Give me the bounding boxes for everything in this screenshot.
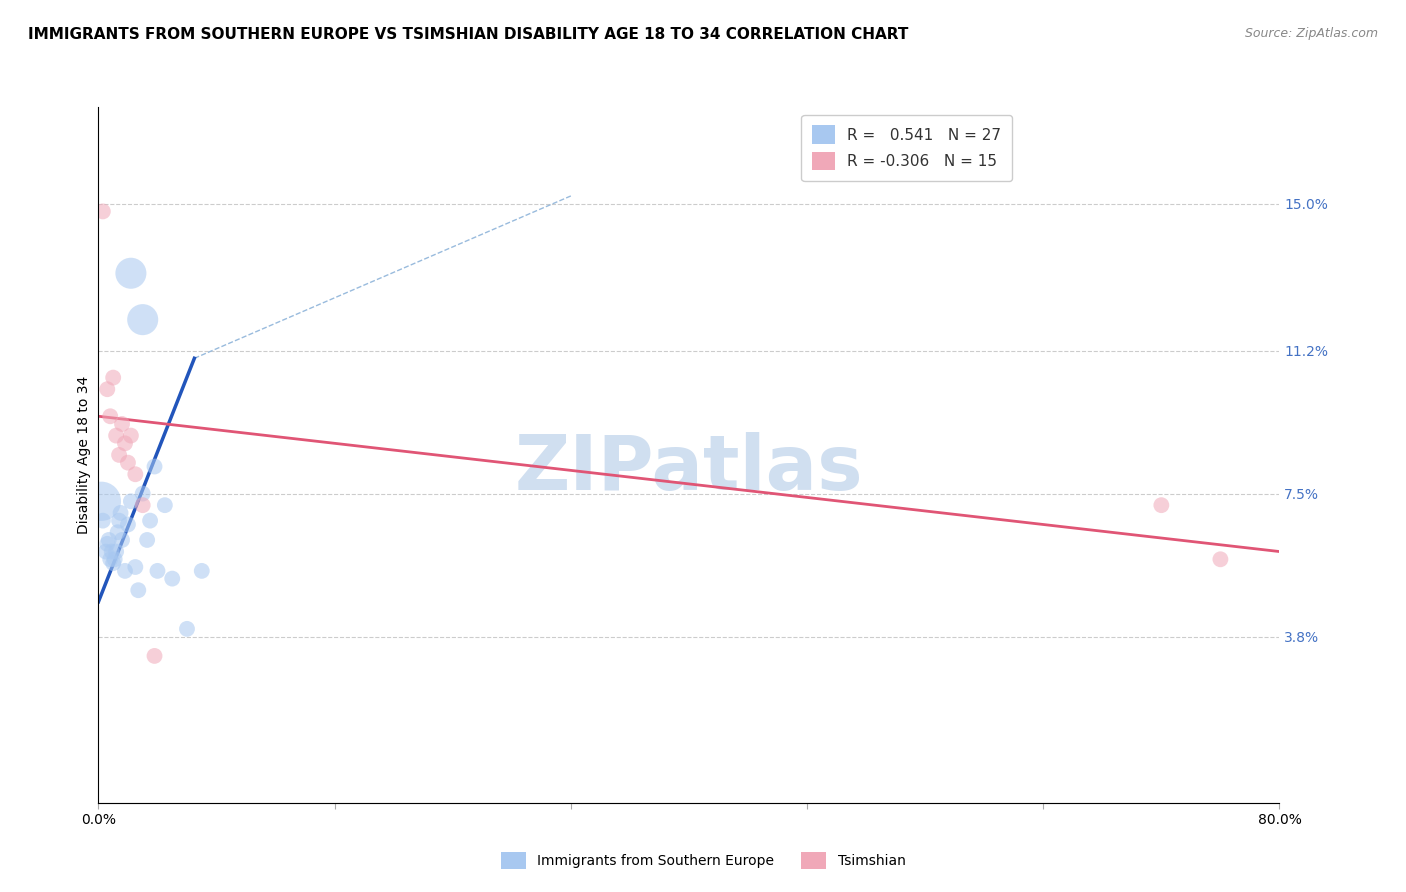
- Point: [143, 648, 166, 663]
- Point: [153, 498, 176, 512]
- Point: [1209, 552, 1232, 566]
- Point: [98, 409, 121, 424]
- Point: [176, 622, 198, 636]
- Point: [98, 552, 121, 566]
- Point: [132, 486, 155, 500]
- Point: [191, 564, 214, 578]
- Legend: Immigrants from Southern Europe, Tsimshian: Immigrants from Southern Europe, Tsimshi…: [494, 846, 912, 876]
- Point: [96, 537, 118, 551]
- Point: [90, 494, 112, 508]
- Point: [120, 428, 142, 442]
- Point: [139, 514, 162, 528]
- Point: [111, 417, 134, 431]
- Text: Source: ZipAtlas.com: Source: ZipAtlas.com: [1244, 27, 1378, 40]
- Point: [132, 312, 155, 326]
- Text: ZIPatlas: ZIPatlas: [515, 432, 863, 506]
- Point: [127, 583, 149, 598]
- Point: [132, 498, 155, 512]
- Point: [124, 560, 146, 574]
- Point: [117, 456, 139, 470]
- Point: [103, 556, 125, 570]
- Point: [143, 459, 166, 474]
- Point: [1150, 498, 1173, 512]
- Point: [91, 514, 114, 528]
- Point: [120, 494, 142, 508]
- Point: [91, 204, 114, 219]
- Legend: R =   0.541   N = 27, R = -0.306   N = 15: R = 0.541 N = 27, R = -0.306 N = 15: [801, 115, 1012, 181]
- Text: IMMIGRANTS FROM SOUTHERN EUROPE VS TSIMSHIAN DISABILITY AGE 18 TO 34 CORRELATION: IMMIGRANTS FROM SOUTHERN EUROPE VS TSIMS…: [28, 27, 908, 42]
- Point: [124, 467, 146, 482]
- Point: [146, 564, 169, 578]
- Point: [104, 552, 127, 566]
- Point: [100, 544, 122, 558]
- Point: [114, 564, 136, 578]
- Point: [94, 544, 117, 558]
- Point: [96, 382, 118, 396]
- Point: [117, 517, 139, 532]
- Point: [120, 266, 142, 280]
- Point: [105, 428, 128, 442]
- Point: [97, 533, 120, 547]
- Point: [162, 572, 183, 586]
- Point: [103, 370, 125, 384]
- Point: [110, 506, 132, 520]
- Point: [107, 525, 129, 540]
- Point: [114, 436, 136, 450]
- Point: [108, 448, 131, 462]
- Point: [111, 533, 134, 547]
- Point: [108, 514, 131, 528]
- Y-axis label: Disability Age 18 to 34: Disability Age 18 to 34: [77, 376, 91, 534]
- Point: [136, 533, 159, 547]
- Point: [105, 544, 128, 558]
